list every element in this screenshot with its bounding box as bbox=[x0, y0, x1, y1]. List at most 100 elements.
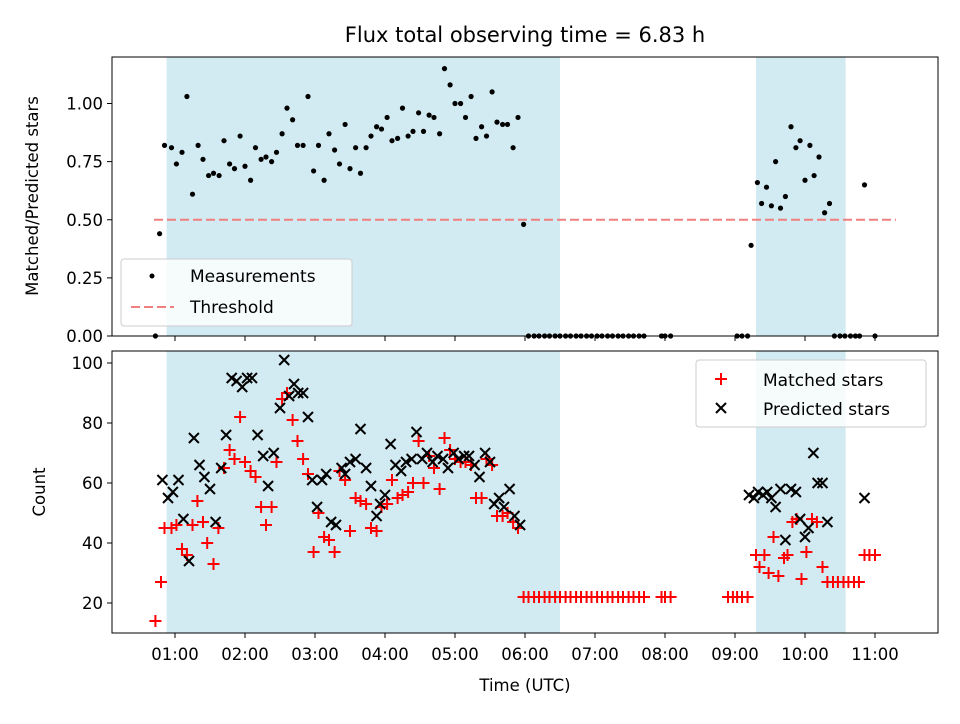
matched-star-point bbox=[370, 525, 383, 537]
measurement-point bbox=[410, 128, 416, 134]
measurement-point bbox=[462, 114, 469, 121]
predicted-star-point bbox=[251, 429, 264, 441]
measurement-point bbox=[777, 205, 784, 211]
measurement-point bbox=[788, 124, 794, 130]
measurement-point bbox=[189, 191, 196, 197]
measurement-point bbox=[273, 149, 280, 155]
predicted-star-point bbox=[262, 480, 274, 492]
matched-star-point bbox=[772, 570, 785, 582]
predicted-star-point bbox=[374, 498, 386, 510]
measurement-point bbox=[504, 121, 511, 128]
measurement-point bbox=[822, 210, 828, 216]
measurement-point bbox=[157, 231, 163, 237]
predicted-star-point bbox=[267, 447, 280, 459]
matched-star-point bbox=[417, 477, 430, 489]
measurement-point bbox=[399, 105, 406, 111]
predicted-star-point bbox=[816, 477, 829, 489]
measurement-point bbox=[416, 110, 422, 116]
measurement-point bbox=[206, 172, 212, 179]
predicted-star-point bbox=[172, 474, 185, 486]
measurement-point bbox=[357, 170, 364, 176]
matched-stars-legend-marker bbox=[715, 373, 727, 385]
measurement-point bbox=[437, 131, 443, 137]
predicted-star-point bbox=[400, 456, 412, 468]
measurements-legend-label: Measurements bbox=[190, 267, 316, 287]
predicted-star-point bbox=[508, 510, 521, 522]
predicted-star-point bbox=[236, 381, 248, 393]
measurement-point bbox=[811, 172, 817, 179]
measurement-point bbox=[200, 156, 206, 162]
matched-star-point bbox=[767, 531, 780, 543]
measurement-point bbox=[248, 177, 254, 183]
measurement-point bbox=[521, 221, 527, 227]
predicted-star-point bbox=[344, 456, 356, 468]
matched-star-point bbox=[170, 519, 183, 531]
predicted-star-point bbox=[316, 474, 328, 486]
predicted-star-point bbox=[177, 513, 190, 525]
measurement-point bbox=[237, 133, 243, 139]
measurement-point bbox=[216, 172, 222, 179]
predicted-star-point bbox=[765, 492, 778, 504]
measurement-point bbox=[405, 133, 411, 139]
predicted-star-point bbox=[503, 483, 516, 495]
matched-star-point bbox=[270, 456, 283, 468]
matched-star-point bbox=[239, 456, 251, 468]
predicted-star-point bbox=[410, 426, 423, 438]
predicted-star-point bbox=[405, 453, 418, 465]
measurement-point bbox=[374, 124, 380, 130]
measurement-point bbox=[802, 177, 808, 183]
y-tick-label: 40 bbox=[82, 534, 103, 553]
ratio-y-axis-label: Matched/Predicted stars bbox=[23, 96, 42, 296]
matched-star-point bbox=[816, 561, 829, 573]
measurement-point bbox=[210, 170, 217, 176]
predicted-star-point bbox=[246, 372, 258, 384]
x-tick-label: 06:00 bbox=[501, 645, 549, 664]
predicted-star-point bbox=[463, 450, 475, 462]
predicted-star-point bbox=[442, 462, 454, 474]
predicted-star-point bbox=[354, 423, 367, 435]
y-tick-label: 60 bbox=[82, 474, 103, 493]
predicted-star-point bbox=[794, 513, 806, 525]
matched-star-point bbox=[291, 435, 304, 447]
x-tick-label: 01:00 bbox=[151, 645, 199, 664]
ratio-panel: 0.00 0.25 0.50 0.75 1.00 Flux total observin… bbox=[23, 23, 939, 346]
predicted-star-point bbox=[774, 483, 787, 495]
matched-star-point bbox=[265, 501, 278, 513]
y-tick-label: 0.75 bbox=[66, 153, 103, 172]
x-axis-ticks: 01:00 02:00 03:00 04:00 05:00 06:00 07:00 08:00… bbox=[151, 633, 899, 664]
measurement-point bbox=[441, 66, 448, 72]
measurement-point bbox=[861, 182, 868, 188]
matched-star-point bbox=[360, 498, 373, 510]
measurement-point bbox=[263, 154, 269, 160]
measurement-point bbox=[473, 135, 479, 141]
measurement-point bbox=[368, 133, 374, 139]
ratio-legend: Measurements Threshold bbox=[120, 258, 353, 327]
predicted-star-point bbox=[514, 519, 526, 531]
predicted-star-point bbox=[193, 459, 206, 471]
measurement-point bbox=[515, 114, 521, 121]
predicted-star-point bbox=[821, 516, 834, 528]
measurement-point bbox=[479, 124, 485, 130]
predicted-star-point bbox=[278, 354, 290, 366]
matched-star-point bbox=[155, 576, 167, 588]
matched-star-point bbox=[762, 567, 775, 579]
matched-star-point bbox=[741, 591, 754, 603]
predicted-star-point bbox=[452, 453, 465, 465]
measurement-point bbox=[378, 126, 385, 132]
measurement-point bbox=[184, 93, 190, 100]
measurement-point bbox=[793, 145, 799, 151]
matched-star-point bbox=[386, 474, 398, 486]
predicted-star-point bbox=[769, 501, 782, 513]
measurement-point bbox=[227, 161, 233, 167]
measurement-point bbox=[161, 142, 168, 148]
measurement-point bbox=[420, 128, 427, 134]
count-panel: 01:00 02:00 03:00 04:00 05:00 06:00 07:00 08:00… bbox=[30, 350, 939, 695]
matched-star-point bbox=[223, 444, 236, 456]
predicted-star-point bbox=[479, 447, 491, 459]
predicted-star-point bbox=[484, 456, 496, 468]
matched-star-point bbox=[438, 432, 451, 444]
predicted-star-point bbox=[384, 438, 397, 450]
predicted-star-point bbox=[761, 486, 773, 498]
predicted-star-point bbox=[215, 462, 227, 474]
predicted-star-point bbox=[220, 429, 232, 441]
